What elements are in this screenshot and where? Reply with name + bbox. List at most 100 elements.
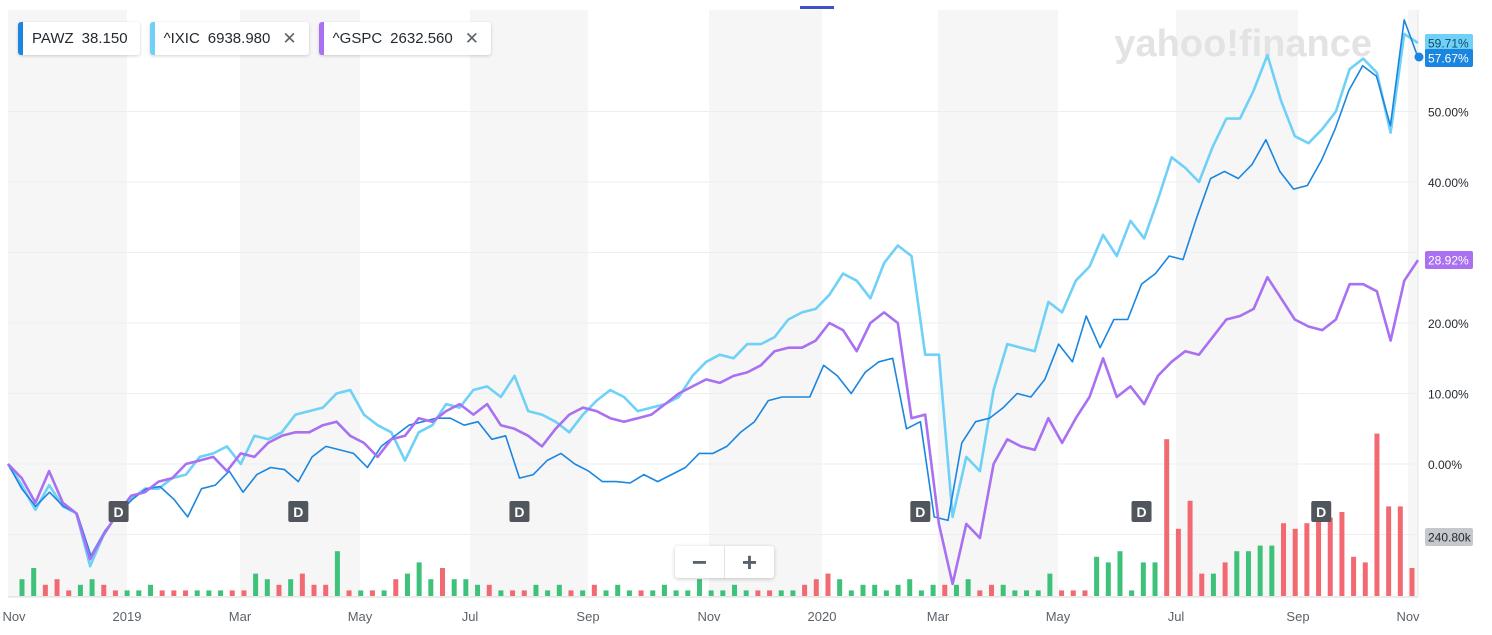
volume-bar — [1199, 573, 1205, 596]
volume-bar — [358, 590, 364, 596]
volume-bar — [837, 579, 843, 596]
series-line-gspc — [7, 259, 1420, 586]
dividend-marker-label: D — [1316, 504, 1326, 520]
volume-bar — [1117, 551, 1123, 596]
yahoo-finance-watermark: yahoo!finance — [1114, 23, 1372, 65]
volume-bar — [451, 579, 457, 596]
volume-bar — [1362, 562, 1368, 596]
gspc-last-value-tag-box — [1425, 251, 1473, 269]
volume-bar — [965, 579, 971, 596]
close-icon[interactable]: ✕ — [464, 29, 479, 48]
volume-bar — [1059, 590, 1065, 596]
volume-bar — [1409, 568, 1415, 596]
volume-bar — [907, 579, 913, 596]
volume-bar — [66, 590, 72, 596]
legend-chip-gspc[interactable]: ^GSPC 2632.560 ✕ — [318, 22, 491, 55]
active-range-indicator — [800, 6, 834, 9]
pawz-last-value-dot — [1414, 52, 1424, 62]
zoom-divider — [724, 546, 725, 578]
volume-bar — [732, 584, 738, 596]
volume-bar — [1327, 517, 1333, 596]
series-line-pawz — [7, 19, 1419, 557]
volume-bar — [918, 590, 924, 596]
volume-bar — [346, 590, 352, 596]
volume-bar — [19, 579, 25, 596]
volume-bar — [1222, 562, 1228, 596]
volume-bar — [183, 590, 189, 596]
volume-bar — [1082, 590, 1088, 596]
grid-lines — [8, 10, 1419, 598]
y-axis: 50.00% 40.00% 20.00% 10.00% 0.00% 59.71%57.67… — [1414, 34, 1473, 546]
zoom-in-button[interactable]: + — [741, 546, 758, 577]
legend-chip-ixic[interactable]: ^IXIC 6938.980 ✕ — [149, 22, 309, 55]
zoom-controls: − + — [675, 546, 774, 578]
volume-bar — [288, 579, 294, 596]
volume-bar — [381, 590, 387, 596]
dividend-marker-box — [910, 501, 931, 522]
volume-bar — [650, 590, 656, 596]
close-icon[interactable]: ✕ — [282, 29, 297, 48]
volume-bar — [264, 579, 270, 596]
month-band — [938, 10, 1058, 597]
legend: PAWZ 38.150 ^IXIC 6938.980 ✕ ^GSPC 2632.… — [18, 22, 491, 55]
volume-bar — [218, 590, 224, 596]
volume-bar — [778, 590, 784, 596]
volume-bar — [89, 579, 95, 596]
volume-bar — [638, 590, 644, 596]
dividend-markers: DDDDDDD — [108, 501, 1332, 522]
y-tick-label: 0.00% — [1428, 458, 1462, 472]
legend-symbol: ^IXIC — [163, 30, 200, 47]
volume-bar — [112, 590, 118, 596]
volume-bar — [988, 584, 994, 596]
volume-bar — [1175, 528, 1181, 596]
legend-chip-pawz[interactable]: PAWZ 38.150 — [18, 22, 140, 55]
pawz-last-value-tag-text: 57.67% — [1428, 52, 1469, 66]
volume-bar — [1351, 556, 1357, 596]
volume-scale-tag-text: 240.80k — [1428, 531, 1472, 545]
gspc-last-value-tag-text: 28.92% — [1428, 254, 1469, 268]
volume-bar — [942, 584, 948, 596]
volume-bar — [416, 562, 422, 596]
volume-bar — [77, 584, 83, 596]
volume-bar — [673, 590, 679, 596]
volume-bar — [580, 590, 586, 596]
volume-bar — [334, 551, 340, 596]
volume-bar — [661, 584, 667, 596]
volume-bar — [685, 590, 691, 596]
volume-bar — [510, 590, 516, 596]
dividend-marker: D — [1131, 501, 1152, 522]
volume-bar — [790, 590, 796, 596]
zoom-out-button[interactable]: − — [691, 546, 708, 577]
legend-value: 38.150 — [81, 30, 128, 47]
volume-bar — [498, 590, 504, 596]
volume-bar — [696, 579, 702, 596]
pawz-last-value-tag: 57.67% — [1425, 49, 1473, 67]
volume-bar — [1047, 573, 1053, 596]
volume-bar — [159, 590, 165, 596]
volume-bar — [872, 584, 878, 596]
volume-bar — [1257, 545, 1263, 596]
legend-value: 6938.980 — [207, 30, 271, 47]
month-bands — [8, 10, 1418, 597]
volume-bar — [404, 573, 410, 596]
dividend-marker-label: D — [293, 504, 303, 520]
volume-bar — [1012, 590, 1018, 596]
dividend-marker: D — [1311, 501, 1332, 522]
volume-bar — [1316, 517, 1322, 596]
volume-bar — [1292, 528, 1298, 596]
volume-bar — [1210, 573, 1216, 596]
volume-bar — [591, 584, 597, 596]
x-tick-label: Sep — [576, 609, 599, 624]
volume-bar — [440, 568, 446, 596]
volume-bar — [1105, 562, 1111, 596]
volume-bar — [1129, 590, 1135, 596]
volume-scale-tag-box — [1425, 528, 1473, 546]
dividend-marker-label: D — [1136, 504, 1146, 520]
pawz-last-value-tag-box — [1425, 49, 1473, 67]
volume-bar — [1386, 506, 1392, 596]
volume-bar — [626, 590, 632, 596]
dividend-marker-box — [288, 501, 309, 522]
month-band — [8, 10, 127, 597]
